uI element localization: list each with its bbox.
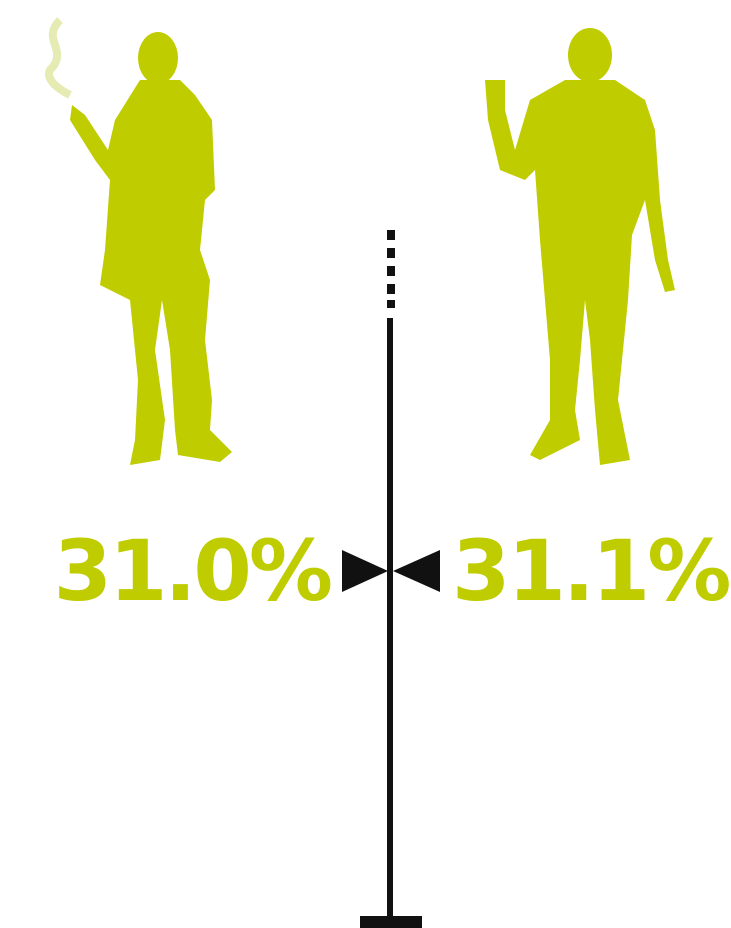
right-pointer [393,550,440,592]
woman-silhouette [49,20,232,465]
infographic: 31.0% 31.1% [0,0,731,928]
man-silhouette [485,28,675,465]
page: 31.0% 31.1% (() => { const data = JSON.p… [0,0,731,928]
left-pointer [342,550,388,592]
right-stat: 31.1% [452,522,729,620]
divider [342,230,440,928]
left-stat: 31.0% [54,522,331,620]
